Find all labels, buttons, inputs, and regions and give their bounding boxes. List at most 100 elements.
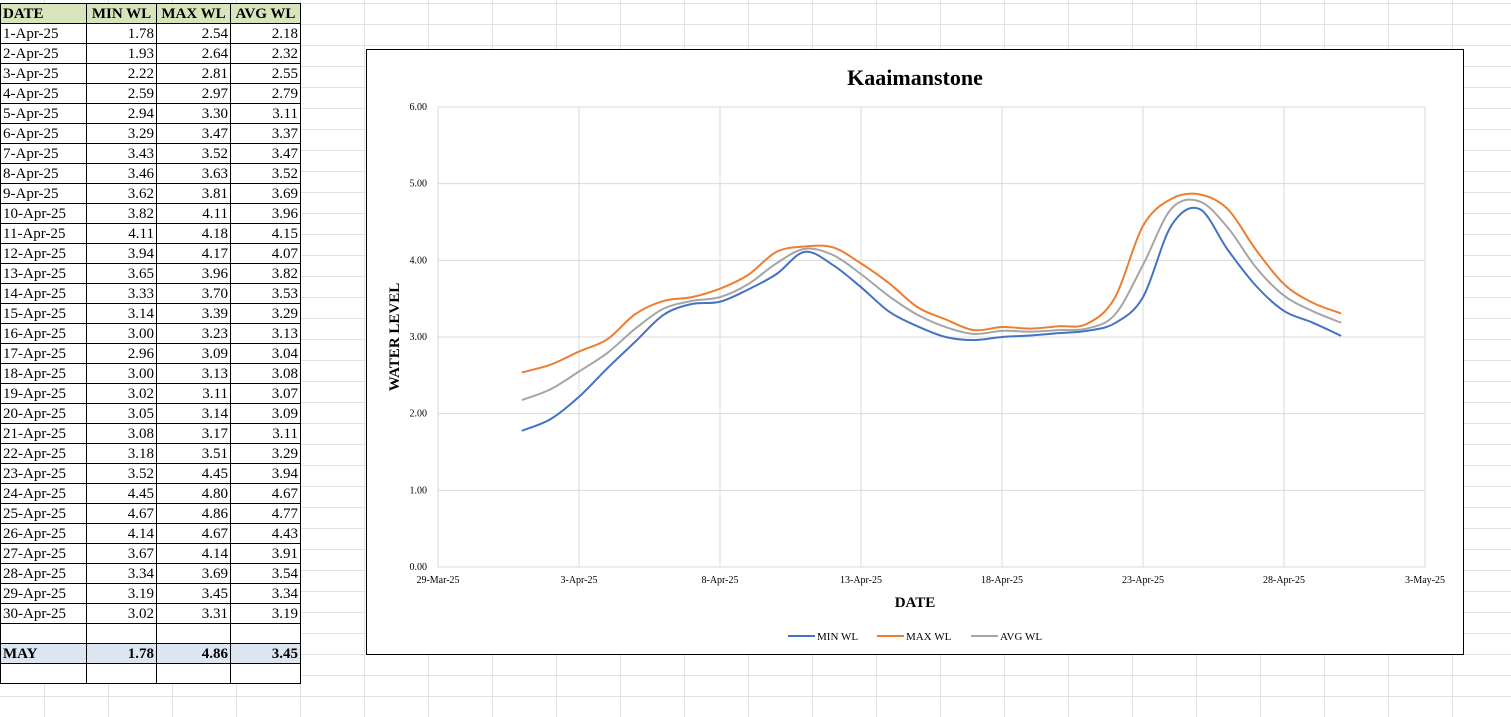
cell-min-wl[interactable]: 3.02 bbox=[86, 383, 157, 404]
cell-date[interactable]: 21-Apr-25 bbox=[0, 423, 87, 444]
cell-avg-wl[interactable]: 3.04 bbox=[230, 343, 301, 364]
cell-max-wl[interactable]: 3.17 bbox=[156, 423, 231, 444]
cell-date[interactable]: 1-Apr-25 bbox=[0, 23, 87, 44]
cell-min-wl[interactable]: 3.02 bbox=[86, 603, 157, 624]
header-max-wl[interactable]: MAX WL bbox=[156, 3, 231, 24]
cell-min-wl[interactable]: 3.82 bbox=[86, 203, 157, 224]
cell-min-wl[interactable]: 4.14 bbox=[86, 523, 157, 544]
cell-avg-wl[interactable]: 2.79 bbox=[230, 83, 301, 104]
cell-min-wl[interactable]: 3.52 bbox=[86, 463, 157, 484]
cell-max-wl[interactable]: 3.09 bbox=[156, 343, 231, 364]
cell-max-wl[interactable]: 3.52 bbox=[156, 143, 231, 164]
cell-avg-wl[interactable]: 3.94 bbox=[230, 463, 301, 484]
cell-min-wl[interactable]: 4.67 bbox=[86, 503, 157, 524]
cell-max-wl[interactable]: 3.11 bbox=[156, 383, 231, 404]
cell-min-wl[interactable]: 3.43 bbox=[86, 143, 157, 164]
cell-avg-wl[interactable]: 3.37 bbox=[230, 123, 301, 144]
cell-avg-wl[interactable]: 3.11 bbox=[230, 103, 301, 124]
empty-cell[interactable] bbox=[230, 623, 301, 644]
empty-cell[interactable] bbox=[230, 663, 301, 684]
cell-min-wl[interactable]: 1.93 bbox=[86, 43, 157, 64]
cell-date[interactable]: 18-Apr-25 bbox=[0, 363, 87, 384]
chart-title[interactable]: Kaaimanstone bbox=[847, 65, 983, 90]
cell-avg-wl[interactable]: 3.07 bbox=[230, 383, 301, 404]
cell-min-wl[interactable]: 3.29 bbox=[86, 123, 157, 144]
cell-max-wl[interactable]: 4.11 bbox=[156, 203, 231, 224]
cell-max-wl[interactable]: 3.69 bbox=[156, 563, 231, 584]
cell-max-wl[interactable]: 4.67 bbox=[156, 523, 231, 544]
empty-cell[interactable] bbox=[0, 663, 87, 684]
cell-date[interactable]: 13-Apr-25 bbox=[0, 263, 87, 284]
cell-avg-wl[interactable]: 3.34 bbox=[230, 583, 301, 604]
cell-max-wl[interactable]: 3.63 bbox=[156, 163, 231, 184]
summary-max-wl[interactable]: 4.86 bbox=[156, 643, 231, 664]
cell-date[interactable]: 23-Apr-25 bbox=[0, 463, 87, 484]
cell-date[interactable]: 15-Apr-25 bbox=[0, 303, 87, 324]
cell-date[interactable]: 5-Apr-25 bbox=[0, 103, 87, 124]
cell-avg-wl[interactable]: 3.08 bbox=[230, 363, 301, 384]
empty-cell[interactable] bbox=[86, 623, 157, 644]
cell-min-wl[interactable]: 1.78 bbox=[86, 23, 157, 44]
cell-max-wl[interactable]: 3.23 bbox=[156, 323, 231, 344]
cell-max-wl[interactable]: 4.80 bbox=[156, 483, 231, 504]
cell-max-wl[interactable]: 3.70 bbox=[156, 283, 231, 304]
cell-min-wl[interactable]: 3.05 bbox=[86, 403, 157, 424]
cell-min-wl[interactable]: 2.96 bbox=[86, 343, 157, 364]
cell-max-wl[interactable]: 3.31 bbox=[156, 603, 231, 624]
cell-date[interactable]: 28-Apr-25 bbox=[0, 563, 87, 584]
cell-date[interactable]: 17-Apr-25 bbox=[0, 343, 87, 364]
summary-avg-wl[interactable]: 3.45 bbox=[230, 643, 301, 664]
cell-avg-wl[interactable]: 4.43 bbox=[230, 523, 301, 544]
cell-avg-wl[interactable]: 3.09 bbox=[230, 403, 301, 424]
header-avg-wl[interactable]: AVG WL bbox=[230, 3, 301, 24]
cell-max-wl[interactable]: 3.51 bbox=[156, 443, 231, 464]
cell-avg-wl[interactable]: 2.18 bbox=[230, 23, 301, 44]
cell-min-wl[interactable]: 3.33 bbox=[86, 283, 157, 304]
cell-max-wl[interactable]: 3.45 bbox=[156, 583, 231, 604]
cell-date[interactable]: 24-Apr-25 bbox=[0, 483, 87, 504]
series-line-min-wl[interactable] bbox=[521, 206, 1342, 432]
cell-max-wl[interactable]: 4.45 bbox=[156, 463, 231, 484]
cell-avg-wl[interactable]: 3.29 bbox=[230, 303, 301, 324]
cell-max-wl[interactable]: 3.47 bbox=[156, 123, 231, 144]
cell-date[interactable]: 10-Apr-25 bbox=[0, 203, 87, 224]
chart-area[interactable]: 0.00 1.00 2.00 3.00 4.00 5.00 6.00 29-Mar-25 3-A… bbox=[366, 49, 1464, 655]
cell-date[interactable]: 4-Apr-25 bbox=[0, 83, 87, 104]
empty-cell[interactable] bbox=[156, 623, 231, 644]
cell-max-wl[interactable]: 4.14 bbox=[156, 543, 231, 564]
cell-max-wl[interactable]: 3.14 bbox=[156, 403, 231, 424]
cell-max-wl[interactable]: 4.18 bbox=[156, 223, 231, 244]
cell-max-wl[interactable]: 2.81 bbox=[156, 63, 231, 84]
cell-min-wl[interactable]: 3.67 bbox=[86, 543, 157, 564]
cell-date[interactable]: 30-Apr-25 bbox=[0, 603, 87, 624]
cell-date[interactable]: 9-Apr-25 bbox=[0, 183, 87, 204]
header-date[interactable]: DATE bbox=[0, 3, 87, 24]
summary-min-wl[interactable]: 1.78 bbox=[86, 643, 157, 664]
cell-max-wl[interactable]: 3.96 bbox=[156, 263, 231, 284]
cell-date[interactable]: 14-Apr-25 bbox=[0, 283, 87, 304]
cell-date[interactable]: 27-Apr-25 bbox=[0, 543, 87, 564]
cell-min-wl[interactable]: 4.11 bbox=[86, 223, 157, 244]
cell-date[interactable]: 20-Apr-25 bbox=[0, 403, 87, 424]
cell-avg-wl[interactable]: 2.32 bbox=[230, 43, 301, 64]
cell-avg-wl[interactable]: 3.54 bbox=[230, 563, 301, 584]
cell-date[interactable]: 6-Apr-25 bbox=[0, 123, 87, 144]
cell-avg-wl[interactable]: 3.96 bbox=[230, 203, 301, 224]
cell-min-wl[interactable]: 4.45 bbox=[86, 483, 157, 504]
summary-label[interactable]: MAY bbox=[0, 643, 87, 664]
cell-min-wl[interactable]: 3.00 bbox=[86, 363, 157, 384]
cell-max-wl[interactable]: 3.30 bbox=[156, 103, 231, 124]
cell-date[interactable]: 26-Apr-25 bbox=[0, 523, 87, 544]
y-axis-title[interactable]: WATER LEVEL bbox=[387, 283, 403, 392]
cell-avg-wl[interactable]: 3.69 bbox=[230, 183, 301, 204]
cell-avg-wl[interactable]: 4.77 bbox=[230, 503, 301, 524]
cell-avg-wl[interactable]: 4.07 bbox=[230, 243, 301, 264]
empty-cell[interactable] bbox=[156, 663, 231, 684]
cell-max-wl[interactable]: 3.39 bbox=[156, 303, 231, 324]
cell-max-wl[interactable]: 2.64 bbox=[156, 43, 231, 64]
cell-max-wl[interactable]: 2.97 bbox=[156, 83, 231, 104]
cell-max-wl[interactable]: 2.54 bbox=[156, 23, 231, 44]
cell-date[interactable]: 7-Apr-25 bbox=[0, 143, 87, 164]
cell-min-wl[interactable]: 3.14 bbox=[86, 303, 157, 324]
empty-cell[interactable] bbox=[0, 623, 87, 644]
